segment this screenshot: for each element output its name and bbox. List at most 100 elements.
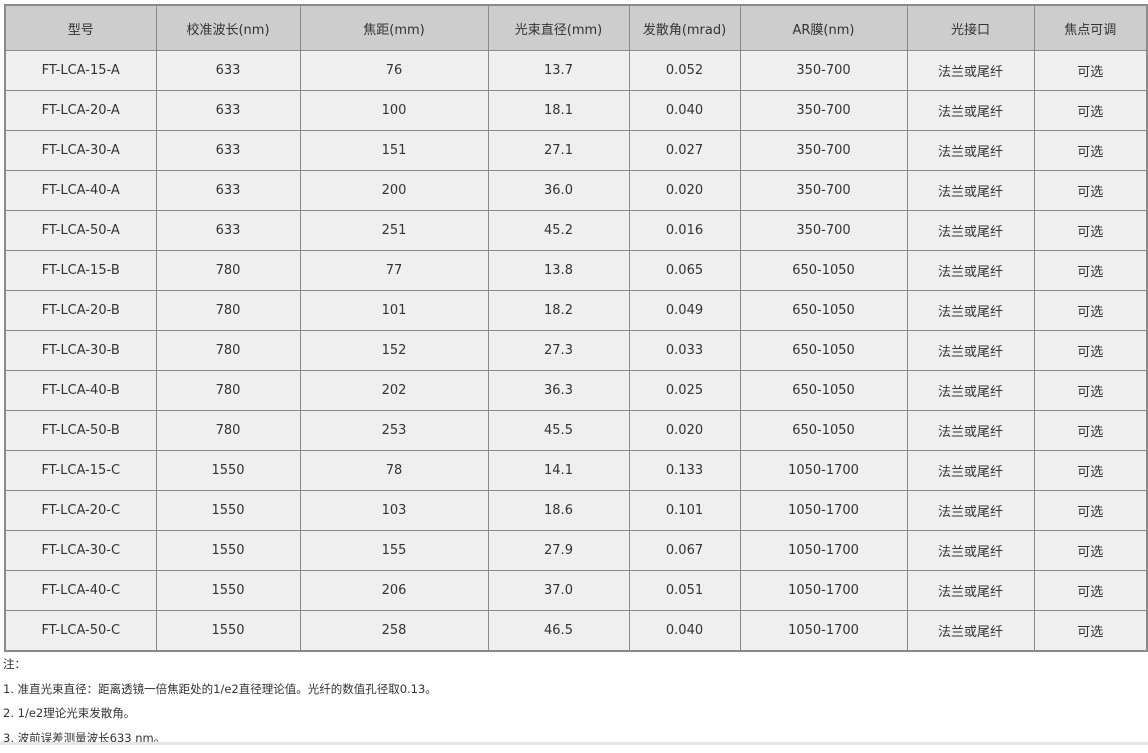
- note-3: 3. 波前误差测量波长633 nm。: [3, 729, 437, 753]
- cell-focal-length: 76: [300, 51, 488, 91]
- cell-focal-length: 251: [300, 211, 488, 251]
- cell-optical-interface: 法兰或尾纤: [907, 531, 1034, 571]
- cell-ar-coating: 350-700: [740, 131, 907, 171]
- cell-ar-coating: 350-700: [740, 171, 907, 211]
- cell-wavelength: 1550: [156, 611, 300, 652]
- cell-model: FT-LCA-20-C: [5, 491, 156, 531]
- cell-wavelength: 780: [156, 251, 300, 291]
- header-optical-interface: 光接口: [907, 5, 1034, 51]
- cell-ar-coating: 1050-1700: [740, 531, 907, 571]
- table-header-row: 型号校准波长(nm)焦距(mm)光束直径(mm)发散角(mrad)AR膜(nm)…: [5, 5, 1147, 51]
- cell-beam-diameter: 14.1: [488, 451, 629, 491]
- cell-focus-adjustable: 可选: [1034, 51, 1147, 91]
- cell-divergence: 0.040: [629, 611, 740, 652]
- cell-optical-interface: 法兰或尾纤: [907, 51, 1034, 91]
- cell-divergence: 0.052: [629, 51, 740, 91]
- cell-focal-length: 206: [300, 571, 488, 611]
- note-2: 2. 1/e2理论光束发散角。: [3, 704, 437, 729]
- cell-focal-length: 253: [300, 411, 488, 451]
- cell-focus-adjustable: 可选: [1034, 171, 1147, 211]
- cell-model: FT-LCA-15-C: [5, 451, 156, 491]
- cell-ar-coating: 1050-1700: [740, 611, 907, 652]
- note-1: 1. 准直光束直径：距离透镜一倍焦距处的1/e2直径理论值。光纤的数值孔径取0.…: [3, 680, 437, 705]
- cell-wavelength: 780: [156, 411, 300, 451]
- cell-focus-adjustable: 可选: [1034, 411, 1147, 451]
- cell-model: FT-LCA-50-B: [5, 411, 156, 451]
- cell-wavelength: 780: [156, 331, 300, 371]
- cell-model: FT-LCA-20-A: [5, 91, 156, 131]
- cell-optical-interface: 法兰或尾纤: [907, 331, 1034, 371]
- cell-focal-length: 151: [300, 131, 488, 171]
- cell-focus-adjustable: 可选: [1034, 251, 1147, 291]
- cell-optical-interface: 法兰或尾纤: [907, 611, 1034, 652]
- header-ar-coating: AR膜(nm): [740, 5, 907, 51]
- cell-model: FT-LCA-50-C: [5, 611, 156, 652]
- cell-optical-interface: 法兰或尾纤: [907, 251, 1034, 291]
- cell-wavelength: 1550: [156, 491, 300, 531]
- cell-ar-coating: 350-700: [740, 211, 907, 251]
- cell-optical-interface: 法兰或尾纤: [907, 571, 1034, 611]
- cell-focus-adjustable: 可选: [1034, 571, 1147, 611]
- cell-beam-diameter: 27.3: [488, 331, 629, 371]
- cell-divergence: 0.020: [629, 411, 740, 451]
- header-beam-diameter: 光束直径(mm): [488, 5, 629, 51]
- cell-divergence: 0.049: [629, 291, 740, 331]
- cell-divergence: 0.033: [629, 331, 740, 371]
- cell-divergence: 0.020: [629, 171, 740, 211]
- cell-ar-coating: 350-700: [740, 91, 907, 131]
- cell-wavelength: 633: [156, 51, 300, 91]
- cell-ar-coating: 650-1050: [740, 371, 907, 411]
- cell-ar-coating: 650-1050: [740, 251, 907, 291]
- notes: 注： 1. 准直光束直径：距离透镜一倍焦距处的1/e2直径理论值。光纤的数值孔径…: [3, 655, 437, 753]
- cell-optical-interface: 法兰或尾纤: [907, 291, 1034, 331]
- cell-focus-adjustable: 可选: [1034, 211, 1147, 251]
- cell-optical-interface: 法兰或尾纤: [907, 171, 1034, 211]
- cell-focal-length: 103: [300, 491, 488, 531]
- cell-beam-diameter: 27.9: [488, 531, 629, 571]
- cell-divergence: 0.067: [629, 531, 740, 571]
- header-wavelength: 校准波长(nm): [156, 5, 300, 51]
- cell-divergence: 0.040: [629, 91, 740, 131]
- cell-beam-diameter: 18.6: [488, 491, 629, 531]
- cell-beam-diameter: 27.1: [488, 131, 629, 171]
- cell-divergence: 0.016: [629, 211, 740, 251]
- cell-focal-length: 101: [300, 291, 488, 331]
- cell-focus-adjustable: 可选: [1034, 491, 1147, 531]
- cell-ar-coating: 650-1050: [740, 331, 907, 371]
- cell-ar-coating: 1050-1700: [740, 491, 907, 531]
- header-divergence: 发散角(mrad): [629, 5, 740, 51]
- cell-beam-diameter: 36.3: [488, 371, 629, 411]
- cell-focus-adjustable: 可选: [1034, 531, 1147, 571]
- cell-focal-length: 202: [300, 371, 488, 411]
- cell-model: FT-LCA-30-C: [5, 531, 156, 571]
- cell-model: FT-LCA-40-B: [5, 371, 156, 411]
- cell-focal-length: 100: [300, 91, 488, 131]
- cell-focus-adjustable: 可选: [1034, 91, 1147, 131]
- cell-divergence: 0.065: [629, 251, 740, 291]
- cell-divergence: 0.133: [629, 451, 740, 491]
- cell-wavelength: 780: [156, 291, 300, 331]
- cell-focal-length: 152: [300, 331, 488, 371]
- cell-focus-adjustable: 可选: [1034, 371, 1147, 411]
- cell-wavelength: 633: [156, 91, 300, 131]
- cell-model: FT-LCA-40-A: [5, 171, 156, 211]
- cell-divergence: 0.025: [629, 371, 740, 411]
- spec-table: 型号校准波长(nm)焦距(mm)光束直径(mm)发散角(mrad)AR膜(nm)…: [4, 4, 1148, 652]
- cell-beam-diameter: 18.1: [488, 91, 629, 131]
- cell-beam-diameter: 13.7: [488, 51, 629, 91]
- cell-optical-interface: 法兰或尾纤: [907, 491, 1034, 531]
- cell-model: FT-LCA-50-A: [5, 211, 156, 251]
